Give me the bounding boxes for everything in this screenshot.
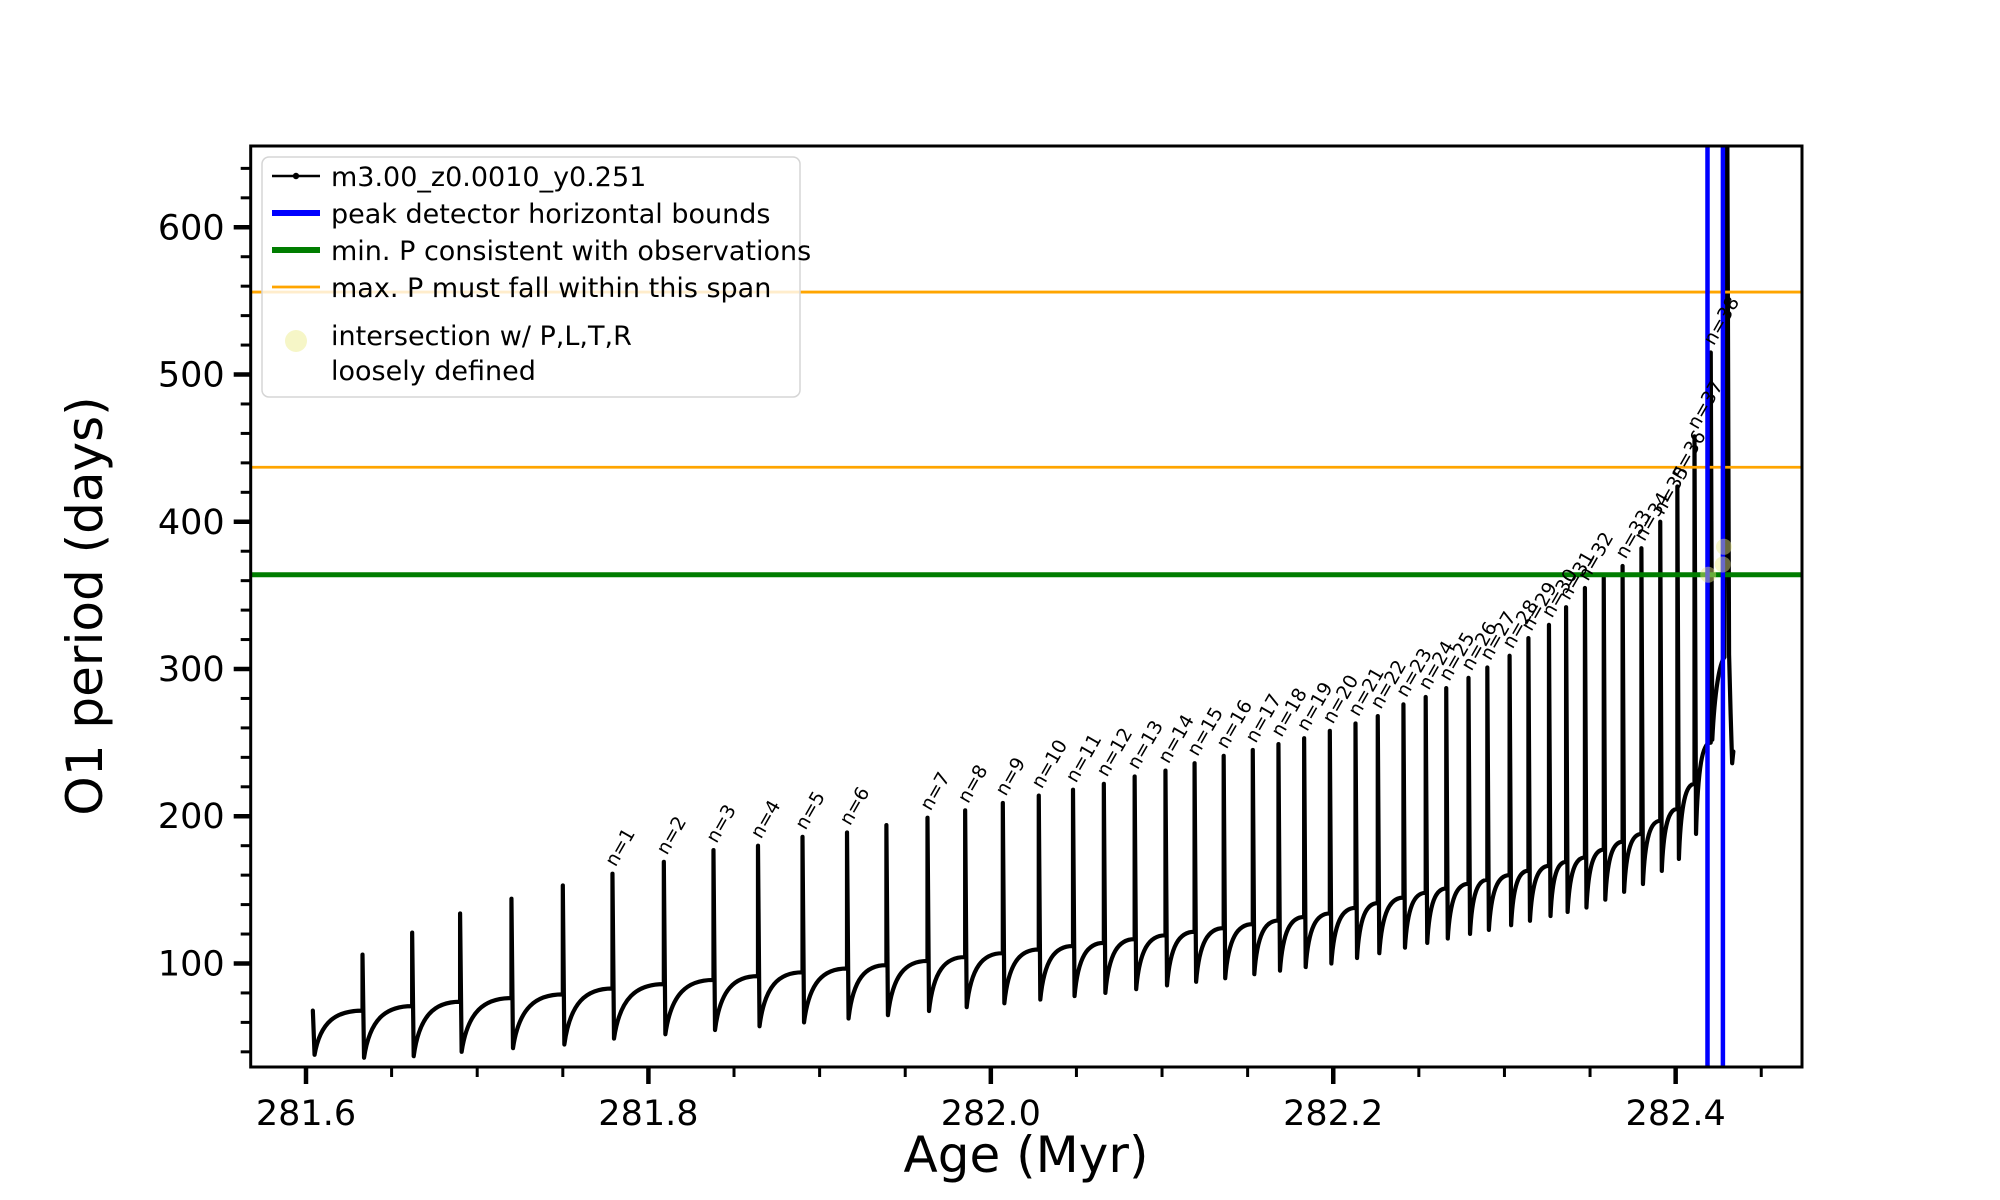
series-dot-sample bbox=[292, 172, 300, 180]
x-tick-label: 282.0 bbox=[941, 1094, 1041, 1134]
spike-label-n=3: n=3 bbox=[702, 801, 741, 847]
intersection-marker-0 bbox=[1700, 566, 1717, 583]
intersection-marker-1 bbox=[1714, 556, 1731, 573]
intersection-marker-2 bbox=[1715, 538, 1732, 555]
series-curve bbox=[310, 146, 1736, 1060]
y-axis-label: O1 period (days) bbox=[56, 396, 114, 815]
spike-label-n=36: n=36 bbox=[1666, 427, 1711, 483]
y-tick-label: 200 bbox=[158, 797, 225, 837]
spike-label-n=10: n=10 bbox=[1027, 736, 1072, 792]
spike-label-n=9: n=9 bbox=[991, 754, 1030, 800]
svg-text:m3.00_z0.0010_y0.251: m3.00_z0.0010_y0.251 bbox=[331, 162, 646, 193]
axes: 281.6 281.8 282.0 282.2 282.4 100 200 300 400 500… bbox=[158, 144, 1804, 1134]
x-tick-label: 281.6 bbox=[256, 1094, 356, 1134]
y-tick-label: 300 bbox=[158, 650, 225, 690]
legend: m3.00_z0.0010_y0.251 peak detector horiz… bbox=[261, 156, 811, 398]
legend-item-intersection: intersection w/ P,L,T,R loosely defined bbox=[285, 321, 632, 387]
legend-box bbox=[261, 156, 801, 398]
spike-label-n=2: n=2 bbox=[652, 813, 691, 859]
svg-text:max. P must fall within this s: max. P must fall within this span bbox=[331, 273, 771, 304]
svg-text:intersection w/ P,L,T,R: intersection w/ P,L,T,R bbox=[331, 321, 632, 352]
intersection-markers bbox=[1700, 538, 1732, 583]
spike-label-n=7: n=7 bbox=[916, 769, 955, 815]
spike-label-n=4: n=4 bbox=[746, 796, 785, 842]
spike-label-n=6: n=6 bbox=[835, 783, 874, 829]
spike-label-n=5: n=5 bbox=[791, 788, 830, 834]
spike-label-n=8: n=8 bbox=[953, 761, 992, 807]
legend-item-series: m3.00_z0.0010_y0.251 bbox=[272, 162, 646, 193]
x-tick-label: 282.4 bbox=[1626, 1094, 1726, 1134]
y-tick-label: 400 bbox=[158, 503, 225, 543]
svg-text:min. P consistent with observa: min. P consistent with observations bbox=[331, 236, 811, 267]
y-tick-label: 600 bbox=[158, 208, 225, 248]
data-series bbox=[310, 146, 1736, 1060]
yellow-marker-sample bbox=[285, 330, 307, 352]
svg-text:loosely defined: loosely defined bbox=[331, 356, 536, 387]
x-axis-label: Age (Myr) bbox=[904, 1126, 1149, 1184]
y-tick-label: 100 bbox=[158, 944, 225, 984]
y-tick-label: 500 bbox=[158, 356, 225, 396]
legend-item-min-p: min. P consistent with observations bbox=[272, 236, 811, 267]
plot-spines bbox=[249, 144, 1804, 1069]
svg-text:peak detector horizontal bound: peak detector horizontal bounds bbox=[331, 199, 770, 230]
legend-item-peak-bounds: peak detector horizontal bounds bbox=[272, 199, 770, 230]
spike-label-n=1: n=1 bbox=[601, 824, 640, 870]
x-tick-label: 281.8 bbox=[598, 1094, 698, 1134]
legend-item-max-p: max. P must fall within this span bbox=[272, 273, 771, 304]
x-tick-label: 282.2 bbox=[1283, 1094, 1383, 1134]
